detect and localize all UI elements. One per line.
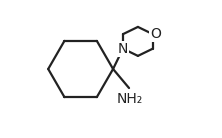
Text: N: N bbox=[118, 42, 128, 56]
Text: NH₂: NH₂ bbox=[116, 92, 143, 106]
Text: O: O bbox=[150, 27, 161, 41]
